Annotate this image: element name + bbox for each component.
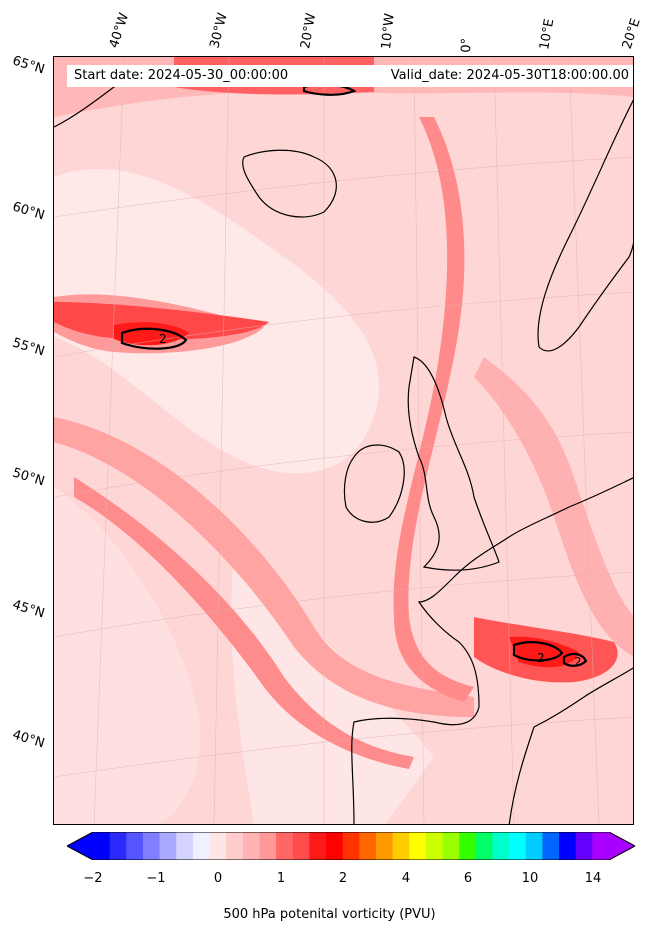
colorbar-segment: [176, 832, 194, 860]
lat-label-40n: 40°N: [10, 727, 47, 752]
colorbar-segment: [292, 832, 310, 860]
colorbar-tick: 14: [584, 871, 602, 886]
colorbar-tick: 6: [463, 871, 473, 886]
colorbar: [67, 832, 635, 860]
colorbar-segment: [309, 832, 327, 860]
colorbar-segment: [276, 832, 294, 860]
colorbar-segment: [425, 832, 444, 860]
colorbar-segment: [242, 832, 260, 860]
pv-band-east: [474, 357, 633, 656]
colorbar-segment: [442, 832, 460, 860]
pv-field-map: 2 2 2: [54, 57, 633, 824]
contour-iberia-2: [562, 652, 588, 667]
lat-label-65n: 65°N: [10, 53, 47, 78]
pv-core-west: [54, 302, 269, 340]
colorbar-segment: [375, 832, 394, 860]
colorbar-tick: 2: [338, 871, 348, 886]
iceland-coast: [242, 149, 337, 218]
colorbar-segment: [492, 832, 510, 860]
colorbar-segment: [126, 832, 144, 860]
map-panel: 2 2 2 Start date: 2024-05-30_00:00:00 Va…: [53, 56, 634, 825]
colorbar-segment: [475, 832, 493, 860]
colorbar-segment: [575, 832, 593, 860]
colorbar-tick: 0: [213, 871, 223, 886]
lon-label-20e: 20°E: [619, 16, 644, 51]
colorbar-segment: [559, 832, 577, 860]
colorbar-segment: [509, 832, 527, 860]
colorbar-segment: [592, 832, 610, 860]
graticule: [54, 57, 633, 824]
colorbar-segment: [142, 832, 161, 860]
lat-label-45n: 45°N: [10, 597, 47, 622]
contour-label-iberia-2: 2: [574, 655, 582, 669]
colorbar-segment: [459, 832, 477, 860]
mediterranean-coast: [508, 667, 633, 824]
colorbar-segment: [109, 832, 127, 860]
contour-iberia-1: [512, 641, 564, 662]
lon-label-30w: 30°W: [207, 11, 231, 50]
date-info-box: Start date: 2024-05-30_00:00:00 Valid_da…: [67, 65, 633, 87]
colorbar-segment: [542, 832, 560, 860]
lon-label-40w: 40°W: [106, 11, 133, 50]
lat-label-55n: 55°N: [10, 335, 47, 360]
start-date-label: Start date: 2024-05-30_00:00:00: [74, 68, 289, 83]
contour-label-west: 2: [159, 332, 167, 346]
colorbar-tick: 4: [401, 871, 411, 886]
colorbar-tick: −1: [146, 871, 166, 886]
great-britain-coast: [407, 356, 500, 571]
colorbar-extend-low: [67, 832, 93, 860]
colorbar-segment: [409, 832, 427, 860]
pv-band-north-south: [393, 117, 474, 702]
colorbar-segment: [326, 832, 344, 860]
pv-band-arc-inner: [74, 477, 414, 769]
pv-band-arc: [54, 417, 474, 717]
lat-label-60n: 60°N: [10, 199, 47, 224]
colorbar-segment: [209, 832, 227, 860]
pv-low-region-2: [54, 487, 201, 824]
colorbar-tick: −2: [83, 871, 103, 886]
ireland-coast: [343, 444, 405, 523]
scandinavia-coast: [537, 99, 633, 352]
pv-core-west-max: [114, 322, 189, 346]
lon-label-10w: 10°W: [379, 12, 398, 51]
colorbar-tick: 1: [276, 871, 286, 886]
colorbar-tick: 10: [521, 871, 539, 886]
lon-label-10e: 10°E: [537, 17, 558, 52]
colorbar-segment: [226, 832, 244, 860]
contour-label-iberia-1: 2: [537, 651, 545, 665]
colorbar-segment: [392, 832, 410, 860]
continental-coast: [351, 477, 633, 824]
colorbar-segment: [359, 832, 377, 860]
lat-label-50n: 50°N: [10, 465, 47, 490]
lon-label-20w: 20°W: [298, 12, 320, 51]
colorbar-extend-high: [609, 832, 635, 860]
colorbar-segment: [159, 832, 177, 860]
lon-label-0: 0°: [459, 37, 475, 53]
colorbar-segment: [525, 832, 543, 860]
contour-west: [120, 327, 188, 350]
colorbar-segment: [259, 832, 277, 860]
colorbar-segment: [192, 832, 211, 860]
colorbar-segment: [93, 832, 111, 860]
colorbar-segment: [342, 832, 360, 860]
valid-date-label: Valid_date: 2024-05-30T18:00:00.00: [390, 68, 629, 83]
colorbar-title: 500 hPa potenital vorticity (PVU): [223, 907, 436, 922]
